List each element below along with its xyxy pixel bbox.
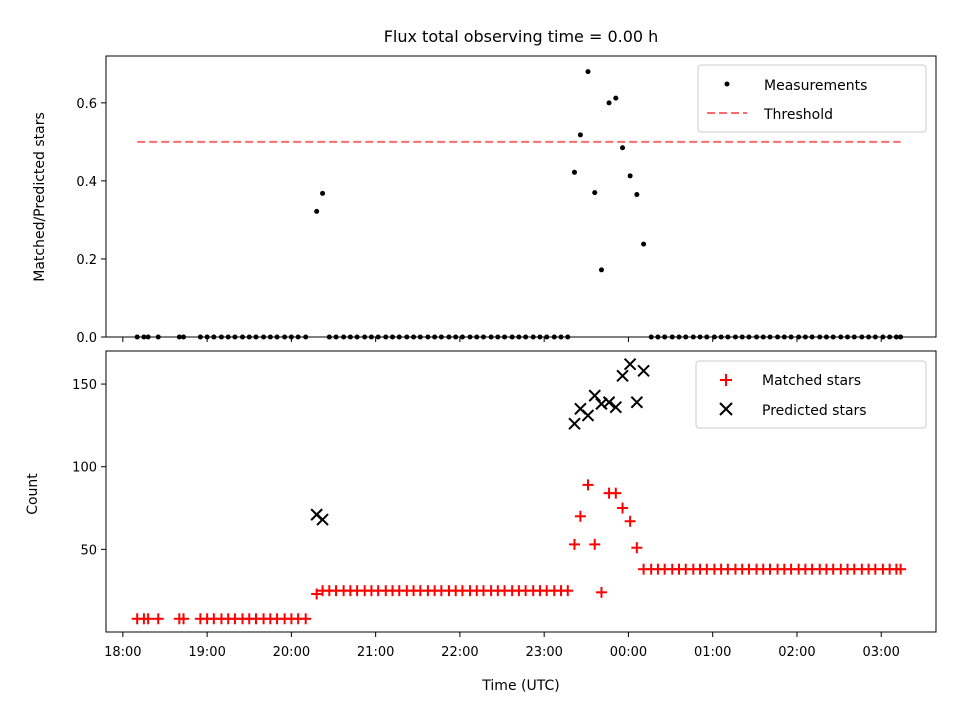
predicted-star-point (588, 389, 601, 402)
bottom-panel: 50 100 150 18:00 19:00 20:00 21:00 22:00 23:00 00… (25, 350, 937, 694)
xtick-label: 00:00 (610, 645, 647, 660)
bottom-ytick-label: 50 (80, 543, 97, 558)
top-ylabel: Matched/Predicted stars (32, 112, 48, 282)
bottom-ytick-label: 100 (72, 461, 97, 476)
matched-star-point (300, 613, 312, 625)
xtick-label: 21:00 (357, 645, 394, 660)
predicted-star-point (637, 364, 650, 378)
matched-star-point (617, 502, 629, 514)
xtick-label: 01:00 (694, 645, 731, 660)
legend-threshold: Threshold (763, 107, 833, 123)
measurement-point (598, 267, 604, 273)
matched-star-point (142, 613, 154, 625)
measurement-point (606, 100, 612, 106)
measurement-point (592, 190, 598, 196)
matched-star-point (895, 563, 907, 575)
xtick-label: 23:00 (525, 645, 562, 660)
matched-star-point (562, 585, 574, 597)
predicted-star-point (623, 358, 637, 371)
predicted-star-point (581, 409, 595, 422)
legend-predicted-marker (719, 402, 733, 416)
matched-star-point (610, 487, 622, 499)
top-axes-frame (105, 55, 937, 338)
xtick-label: 03:00 (862, 645, 899, 660)
matched-star-point (631, 542, 643, 554)
xtick-label: 18:00 (104, 645, 141, 660)
xtick-label: 20:00 (273, 645, 310, 660)
measurement-point (585, 69, 591, 75)
measurement-point (613, 95, 619, 101)
predicted-star-point (609, 400, 623, 414)
top-ytick-label: 0.6 (76, 97, 97, 112)
predicted-star-point (602, 396, 616, 409)
legend-matched-stars: Matched stars (762, 373, 861, 389)
measurement-point (577, 132, 583, 138)
top-ytick-label: 0.0 (76, 331, 97, 346)
legend-measurements: Measurements (764, 78, 867, 94)
legend-measurement-marker (724, 81, 730, 87)
xtick-label: 19:00 (188, 645, 225, 660)
measurement-point (572, 169, 578, 175)
measurement-point (627, 173, 633, 179)
matched-star-point (595, 586, 607, 598)
matched-star-point (624, 515, 636, 527)
xtick-label: 02:00 (778, 645, 815, 660)
measurement-point (634, 192, 640, 198)
chart-title: Flux total observing time = 0.00 h (384, 27, 659, 46)
top-legend-box (697, 64, 927, 133)
measurement-point (314, 208, 320, 214)
measurement-point (641, 241, 647, 247)
matched-stars-points (131, 479, 907, 625)
x-axis-label: Time (UTC) (481, 678, 559, 694)
legend-matched-marker (720, 374, 732, 386)
predicted-star-point (568, 417, 581, 430)
bottom-legend: Matched stars Predicted stars (695, 360, 927, 429)
bottom-ticks: 50 100 150 18:00 19:00 20:00 21:00 22:00 23:00 00… (72, 378, 900, 660)
predicted-stars-points (310, 358, 650, 526)
matched-star-point (569, 538, 581, 550)
top-ytick-label: 0.2 (76, 253, 97, 268)
predicted-star-point (316, 513, 329, 526)
bottom-axes-frame (105, 350, 937, 633)
matched-star-point (311, 588, 323, 600)
bottom-legend-box (695, 360, 927, 429)
matched-star-point (152, 613, 164, 625)
measurement-point (320, 190, 326, 196)
predicted-star-point (616, 369, 629, 383)
matched-star-point (589, 538, 601, 550)
matched-star-point (582, 479, 594, 491)
xtick-label: 22:00 (441, 645, 478, 660)
top-panel: 0.0 0.2 0.4 0.6 Matched/Predicted stars Mea… (32, 55, 937, 346)
matched-star-point (178, 613, 190, 625)
bottom-ytick-label: 150 (72, 378, 97, 393)
predicted-star-point (630, 396, 644, 409)
top-ytick-label: 0.4 (76, 175, 97, 190)
legend-predicted-stars: Predicted stars (762, 403, 867, 419)
measurement-point (620, 145, 626, 151)
bottom-ylabel: Count (25, 473, 41, 515)
top-legend: Measurements Threshold (697, 64, 927, 133)
matched-star-point (574, 510, 586, 522)
